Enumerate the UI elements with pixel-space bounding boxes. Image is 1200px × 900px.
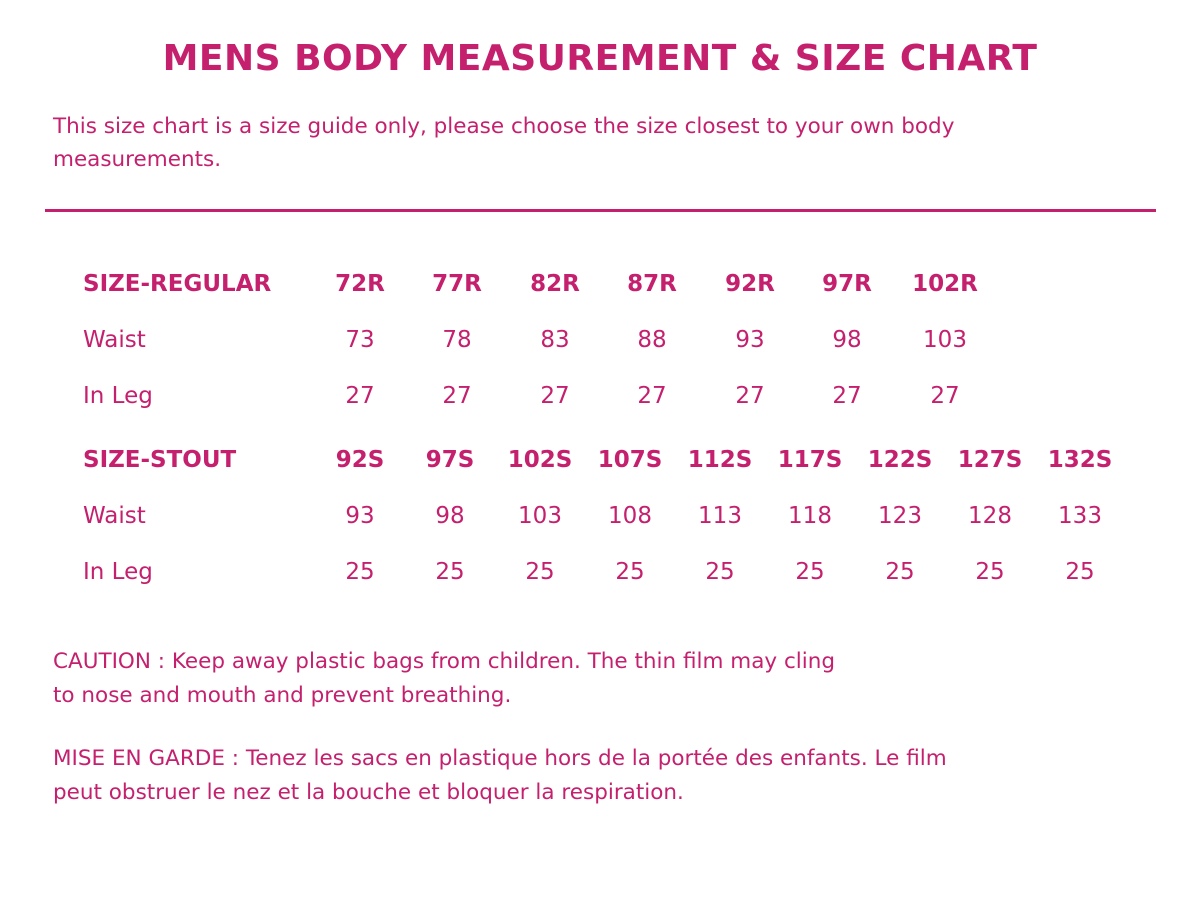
stout-inleg-label: In Leg [83,559,153,585]
caution-french: MISE EN GARDE : Tenez les sacs en plasti… [53,742,1153,810]
stout-waist-cell: 103 [518,503,562,529]
regular-waist-cell: 98 [832,327,862,353]
stout-waist-cell: 108 [608,503,652,529]
stout-size-cell: 127S [957,447,1023,473]
regular-size-label: SIZE-REGULAR [83,271,272,297]
stout-inleg-cell: 25 [435,559,465,585]
regular-size-cell: 97R [822,271,872,297]
regular-waist-cell: 83 [540,327,570,353]
regular-inleg-cell: 27 [832,383,862,409]
regular-size-cell: 102R [912,271,978,297]
stout-inleg-cell: 25 [1065,559,1095,585]
regular-inleg-label: In Leg [83,383,153,409]
stout-inleg-cell: 25 [885,559,915,585]
page-title: MENS BODY MEASUREMENT & SIZE CHART [162,38,1038,79]
intro-text: This size chart is a size guide only, pl… [53,110,1053,176]
regular-size-cell: 92R [725,271,775,297]
stout-inleg-cell: 25 [345,559,375,585]
regular-waist-row: Waist 73 78 83 88 93 98 103 [0,320,1200,360]
regular-inleg-cell: 27 [637,383,667,409]
stout-waist-label: Waist [83,503,146,529]
regular-inleg-row: In Leg 27 27 27 27 27 27 27 [0,376,1200,416]
regular-waist-cell: 73 [345,327,375,353]
intro-line-2: measurements. [53,147,222,172]
regular-inleg-cell: 27 [930,383,960,409]
regular-inleg-cell: 27 [540,383,570,409]
stout-waist-cell: 93 [345,503,375,529]
stout-size-cell: 117S [777,447,843,473]
divider [45,209,1156,212]
stout-inleg-cell: 25 [615,559,645,585]
stout-inleg-cell: 25 [975,559,1005,585]
stout-size-cell: 107S [597,447,663,473]
stout-size-label: SIZE-STOUT [83,447,237,473]
stout-size-row: SIZE-STOUT 92S 97S 102S 107S 112S 117S 1… [0,440,1200,480]
stout-inleg-cell: 25 [795,559,825,585]
stout-inleg-cell: 25 [525,559,555,585]
regular-waist-label: Waist [83,327,146,353]
stout-waist-cell: 123 [878,503,922,529]
caution-english-line-1: CAUTION : Keep away plastic bags from ch… [53,649,835,674]
stout-inleg-cell: 25 [705,559,735,585]
stout-size-cell: 132S [1047,447,1113,473]
regular-inleg-cell: 27 [442,383,472,409]
stout-size-cell: 112S [687,447,753,473]
caution-french-line-1: MISE EN GARDE : Tenez les sacs en plasti… [53,746,947,771]
stout-waist-cell: 98 [435,503,465,529]
stout-inleg-row: In Leg 25 25 25 25 25 25 25 25 25 [0,552,1200,592]
stout-size-cell: 97S [425,447,475,473]
regular-waist-cell: 103 [923,327,967,353]
stout-waist-row: Waist 93 98 103 108 113 118 123 128 133 [0,496,1200,536]
regular-size-cell: 82R [530,271,580,297]
stout-size-cell: 92S [335,447,385,473]
regular-waist-cell: 78 [442,327,472,353]
intro-line-1: This size chart is a size guide only, pl… [53,114,955,139]
stout-waist-cell: 113 [698,503,742,529]
regular-waist-cell: 93 [735,327,765,353]
stout-waist-cell: 128 [968,503,1012,529]
stout-size-cell: 102S [507,447,573,473]
stout-waist-cell: 118 [788,503,832,529]
stout-size-cell: 122S [867,447,933,473]
regular-size-cell: 87R [627,271,677,297]
caution-french-line-2: peut obstruer le nez et la bouche et blo… [53,780,684,805]
regular-size-cell: 77R [432,271,482,297]
regular-size-cell: 72R [335,271,385,297]
stout-waist-cell: 133 [1058,503,1102,529]
regular-size-row: SIZE-REGULAR 72R 77R 82R 87R 92R 97R 102… [0,264,1200,304]
regular-inleg-cell: 27 [735,383,765,409]
regular-waist-cell: 88 [637,327,667,353]
caution-english: CAUTION : Keep away plastic bags from ch… [53,645,1153,713]
caution-english-line-2: to nose and mouth and prevent breathing. [53,683,512,708]
regular-inleg-cell: 27 [345,383,375,409]
